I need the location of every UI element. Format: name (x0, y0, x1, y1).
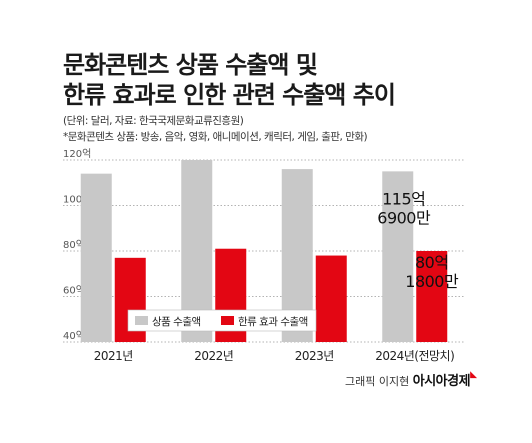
y-tick-label: 40억 (63, 330, 85, 342)
x-category-label: 2021년 (94, 349, 133, 363)
bar-hallyu-exports (416, 251, 448, 342)
legend-label: 상품 수출액 (152, 316, 201, 328)
bar-product-exports (382, 171, 414, 342)
legend-swatch (221, 316, 234, 325)
graphic-byline: 그래픽 이지현 (345, 375, 410, 388)
chart-title: 문화콘텐츠 상품 수출액 및 한류 효과로 인한 관련 수출액 추이 (63, 50, 396, 110)
brand-mark-icon: ◣ (470, 370, 477, 380)
credit: 그래픽 이지현 아시아경제◣ (345, 370, 477, 389)
unit-source-note: (단위: 달러, 자료: 한국국제문화교류진흥원) (63, 115, 244, 127)
y-tick-label: 80억 (63, 239, 85, 251)
data-label: 1800만 (405, 272, 459, 291)
chart-title-line-1: 문화콘텐츠 상품 수출액 및 (63, 51, 318, 79)
definition-note: *문화콘텐츠 상품: 방송, 음악, 영화, 애니메이션, 캐릭터, 게임, 출… (63, 131, 368, 143)
y-tick-label: 60억 (63, 285, 85, 297)
x-category-label: 2023년 (295, 349, 334, 363)
brand-logo: 아시아경제 (412, 374, 471, 389)
data-label: 80억 (415, 253, 449, 272)
x-category-label: 2022년 (194, 349, 233, 363)
legend-swatch (135, 316, 148, 325)
chart-notes: (단위: 달러, 자료: 한국국제문화교류진흥원) *문화콘텐츠 상품: 방송,… (63, 113, 368, 145)
x-category-label: 2024년(전망치) (375, 349, 454, 363)
data-label: 115억 (382, 189, 425, 208)
data-label: 6900만 (377, 208, 431, 227)
legend-label: 한류 효과 수출액 (238, 316, 308, 328)
bar-product-exports (80, 173, 112, 342)
y-tick-label: 120억 (63, 148, 91, 160)
chart-title-line-2: 한류 효과로 인한 관련 수출액 추이 (63, 81, 396, 109)
bar-hallyu-exports (315, 255, 347, 342)
